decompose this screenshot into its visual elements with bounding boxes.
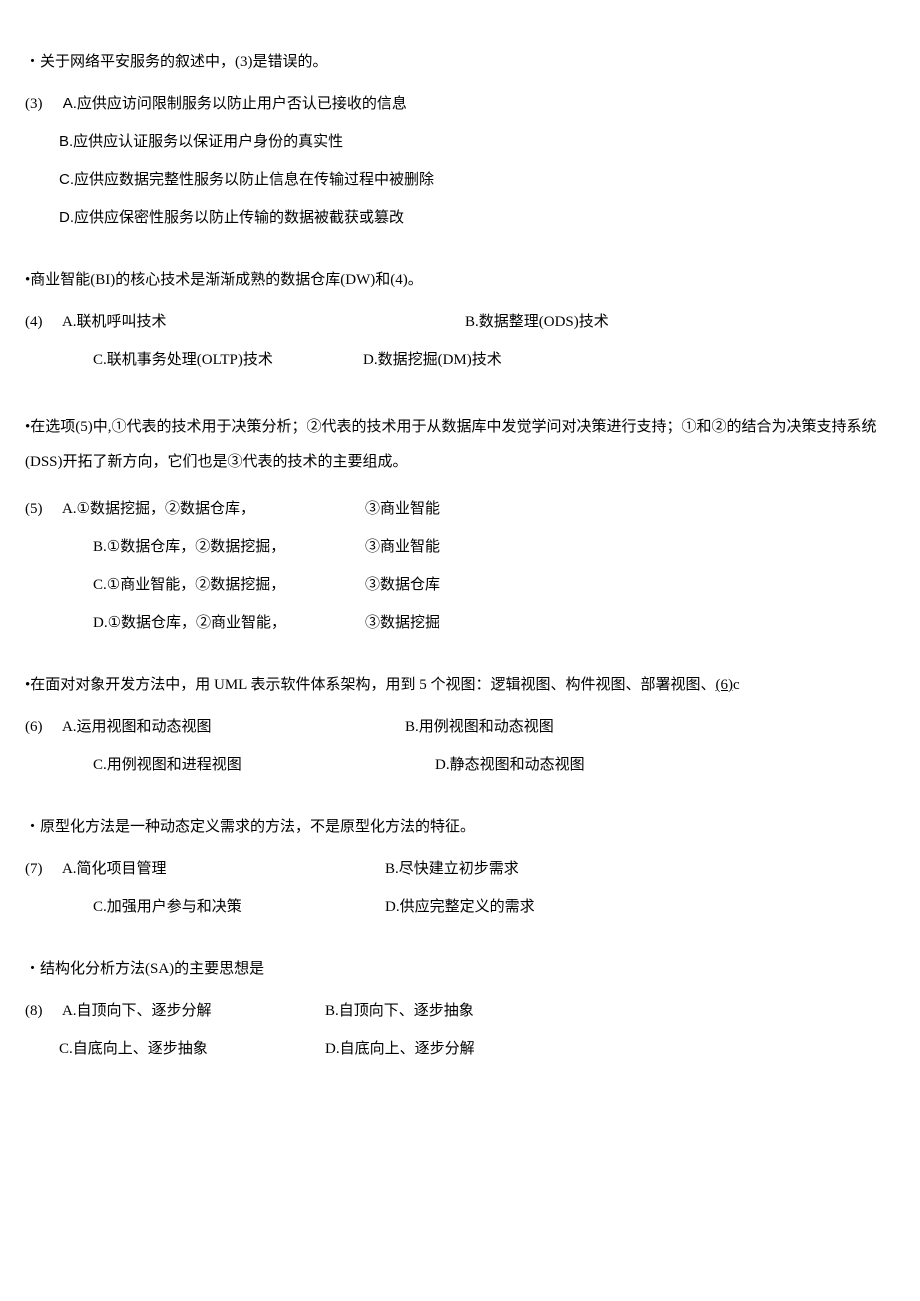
q7-row-cd: C.加强用户参与和决策 D.供应完整定义的需求 (25, 895, 895, 919)
question-8-stem: ・结构化分析方法(SA)的主要思想是 (25, 957, 895, 981)
q8-row-ab: (8) A.自顶向下、逐步分解 B.自顶向下、逐步抽象 (25, 999, 895, 1023)
q5-row-b: B.①数据仓库，②数据挖掘， ③商业智能 (25, 535, 895, 559)
question-6: •在面对对象开发方法中，用 UML 表示软件体系架构，用到 5 个视图：逻辑视图… (25, 673, 895, 777)
q8-c-text: C.自底向上、逐步抽象 (25, 1037, 325, 1061)
q7-a-text: A.简化项目管理 (62, 861, 167, 877)
q4-number: (4) (25, 310, 59, 334)
q5-row-c: C.①商业智能，②数据挖掘， ③数据仓库 (25, 573, 895, 597)
q8-d-text: D.自底向上、逐步分解 (325, 1037, 895, 1061)
q5-b1: B.①数据仓库，②数据挖掘， (25, 535, 365, 559)
q6-row-cd: C.用例视图和进程视图 D.静态视图和动态视图 (25, 753, 895, 777)
question-3: ・关于网络平安服务的叙述中，(3)是错误的。 (3) A.应供应访问限制服务以防… (25, 50, 895, 230)
q5-b2: ③商业智能 (365, 535, 895, 559)
q4-row-cd: C.联机事务处理(OLTP)技术 D.数据挖掘(DM)技术 (25, 348, 895, 372)
q5-row-a: (5) A.①数据挖掘，②数据仓库， ③商业智能 (25, 497, 895, 521)
q3-b-text: B.应供应认证服务以保证用户身份的真实性 (25, 130, 895, 154)
q4-d-text: D.数据挖掘(DM)技术 (363, 348, 895, 372)
q8-row-cd: C.自底向上、逐步抽象 D.自底向上、逐步分解 (25, 1037, 895, 1061)
question-6-stem: •在面对对象开发方法中，用 UML 表示软件体系架构，用到 5 个视图：逻辑视图… (25, 673, 895, 697)
q3-a-text: A.应供应访问限制服务以防止用户否认已接收的信息 (63, 95, 407, 112)
q6-number: (6) (25, 715, 59, 739)
q6-a-text: A.运用视图和动态视图 (62, 719, 212, 735)
question-8: ・结构化分析方法(SA)的主要思想是 (8) A.自顶向下、逐步分解 B.自顶向… (25, 957, 895, 1061)
q5-d1: D.①数据仓库，②商业智能， (25, 611, 365, 635)
question-4-stem: •商业智能(BI)的核心技术是渐渐成熟的数据仓库(DW)和(4)。 (25, 268, 895, 292)
q7-d-text: D.供应完整定义的需求 (385, 899, 535, 915)
question-5-stem: •在选项(5)中,①代表的技术用于决策分析；②代表的技术用于从数据库中发觉学问对… (25, 410, 895, 479)
q5-d2: ③数据挖掘 (365, 611, 895, 635)
q3-c-text: C.应供应数据完整性服务以防止信息在传输过程中被删除 (25, 168, 895, 192)
q7-c-text: C.加强用户参与和决策 (25, 895, 385, 919)
q6-row-ab: (6) A.运用视图和动态视图 B.用例视图和动态视图 (25, 715, 895, 739)
q4-b-text: B.数据整理(ODS)技术 (465, 310, 895, 334)
q6-stem-post: c (733, 677, 740, 693)
q6-d-text: D.静态视图和动态视图 (405, 753, 895, 777)
question-5: •在选项(5)中,①代表的技术用于决策分析；②代表的技术用于从数据库中发觉学问对… (25, 410, 895, 635)
q6-stem-pre: •在面对对象开发方法中，用 UML 表示软件体系架构，用到 5 个视图：逻辑视图… (25, 677, 716, 693)
q8-number: (8) (25, 999, 59, 1023)
q7-row-ab: (7) A.简化项目管理 B.尽快建立初步需求 (25, 857, 895, 881)
q6-b-text: B.用例视图和动态视图 (405, 715, 895, 739)
q5-a1: A.①数据挖掘，②数据仓库， (62, 501, 255, 517)
q7-b-text: B.尽快建立初步需求 (385, 857, 895, 881)
question-4: •商业智能(BI)的核心技术是渐渐成熟的数据仓库(DW)和(4)。 (4) A.… (25, 268, 895, 372)
q3-number: (3) (25, 92, 59, 116)
q5-row-d: D.①数据仓库，②商业智能， ③数据挖掘 (25, 611, 895, 635)
q5-number: (5) (25, 497, 59, 521)
q4-c-text: C.联机事务处理(OLTP)技术 (25, 348, 363, 372)
q5-a2: ③商业智能 (365, 497, 895, 521)
q6-stem-underline: (6) (716, 677, 734, 693)
q5-c1: C.①商业智能，②数据挖掘， (25, 573, 365, 597)
q6-c-text: C.用例视图和进程视图 (25, 753, 405, 777)
q8-b-text: B.自顶向下、逐步抽象 (325, 999, 895, 1023)
q3-option-a: (3) A.应供应访问限制服务以防止用户否认已接收的信息 (25, 92, 895, 116)
q8-a-text: A.自顶向下、逐步分解 (62, 1003, 212, 1019)
q5-c2: ③数据仓库 (365, 573, 895, 597)
question-7: ・原型化方法是一种动态定义需求的方法，不是原型化方法的特征。 (7) A.简化项… (25, 815, 895, 919)
question-7-stem: ・原型化方法是一种动态定义需求的方法，不是原型化方法的特征。 (25, 815, 895, 839)
q3-d-text: D.应供应保密性服务以防止传输的数据被截获或篡改 (25, 206, 895, 230)
q4-a-text: A.联机呼叫技术 (62, 314, 167, 330)
q4-row-ab: (4) A.联机呼叫技术 B.数据整理(ODS)技术 (25, 310, 895, 334)
q7-number: (7) (25, 857, 59, 881)
question-3-stem: ・关于网络平安服务的叙述中，(3)是错误的。 (25, 50, 895, 74)
